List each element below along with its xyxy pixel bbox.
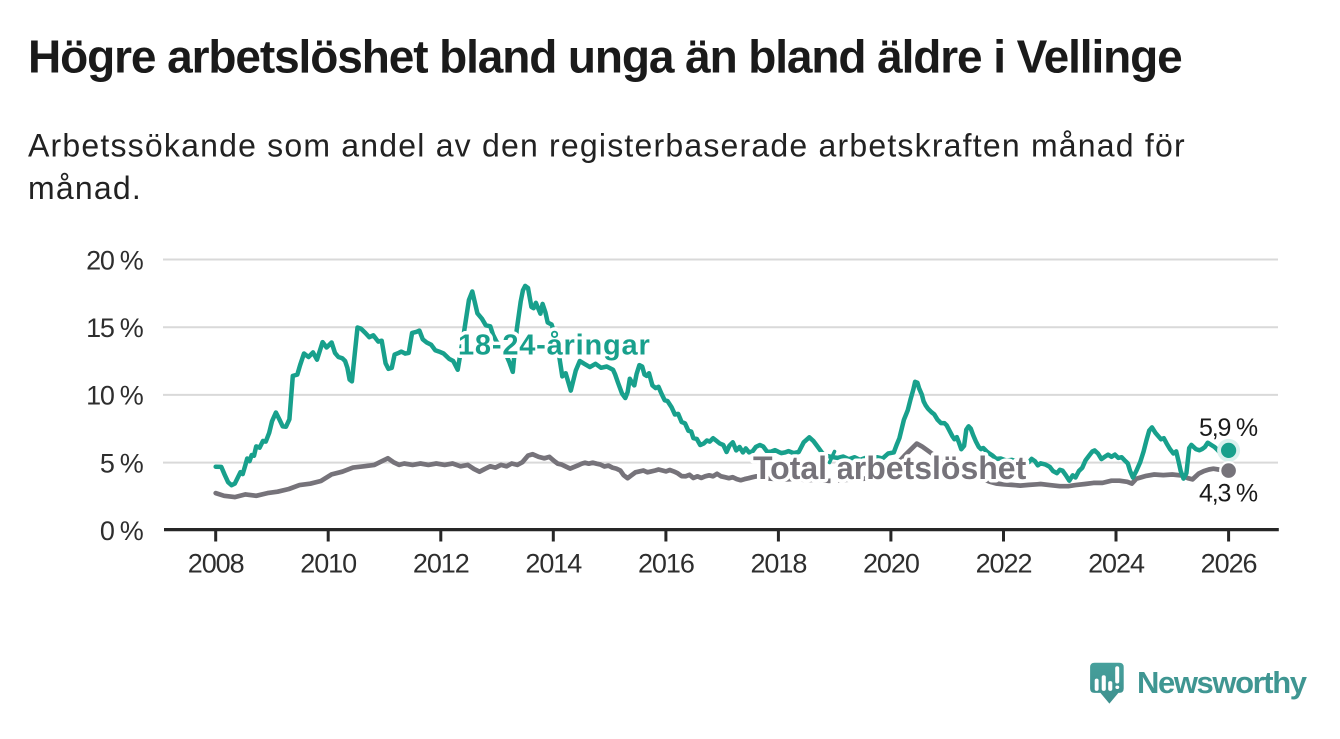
svg-text:2008: 2008	[188, 549, 244, 579]
svg-text:2012: 2012	[413, 549, 469, 579]
svg-text:2024: 2024	[1088, 549, 1145, 579]
svg-text:Högre arbetslöshet bland unga: Högre arbetslöshet bland unga än bland ä…	[28, 31, 1182, 83]
svg-text:5,9 %: 5,9 %	[1199, 414, 1258, 442]
svg-text:15 %: 15 %	[86, 313, 144, 343]
svg-text:4,3 %: 4,3 %	[1199, 480, 1258, 508]
svg-text:2010: 2010	[300, 549, 356, 579]
svg-text:2016: 2016	[638, 549, 694, 579]
svg-text:Total arbetslöshet: Total arbetslöshet	[753, 450, 1027, 486]
svg-text:Newsworthy: Newsworthy	[1137, 665, 1308, 700]
svg-text:2020: 2020	[863, 549, 919, 579]
svg-text:18-24-åringar: 18-24-åringar	[458, 330, 651, 362]
svg-text:20 %: 20 %	[86, 245, 144, 275]
svg-text:0 %: 0 %	[100, 516, 144, 546]
svg-text:2022: 2022	[976, 549, 1032, 579]
svg-text:10 %: 10 %	[86, 381, 144, 411]
svg-text:2018: 2018	[750, 549, 806, 579]
svg-text:2026: 2026	[1201, 549, 1257, 579]
svg-text:månad.: månad.	[28, 170, 142, 206]
svg-text:2014: 2014	[525, 549, 582, 579]
svg-text:Arbetssökande som andel av den: Arbetssökande som andel av den registerb…	[28, 128, 1186, 164]
svg-text:5 %: 5 %	[100, 448, 144, 478]
